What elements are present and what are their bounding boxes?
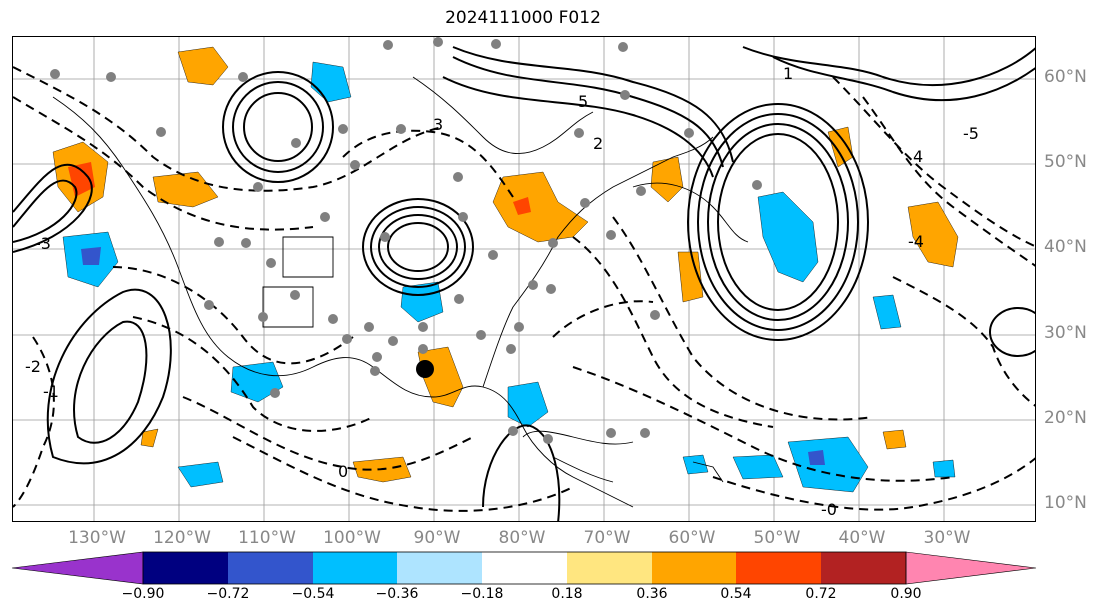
colorbar-segment bbox=[821, 552, 906, 584]
lat-label: 30°N bbox=[1044, 323, 1087, 343]
station-markers bbox=[50, 37, 762, 444]
lat-label: 50°N bbox=[1044, 152, 1087, 172]
lon-label: 90°W bbox=[413, 528, 461, 548]
lon-label: 60°W bbox=[668, 528, 716, 548]
colorbar-extend-high bbox=[905, 551, 1037, 585]
colorbar-segment bbox=[143, 552, 228, 584]
lon-label: 80°W bbox=[498, 528, 546, 548]
lon-label: 70°W bbox=[583, 528, 631, 548]
colorbar-tick: 0.90 bbox=[890, 586, 922, 602]
colorbar-extend-low bbox=[11, 551, 144, 585]
colorbar-segment bbox=[652, 552, 736, 584]
colorbar-tick: 0.18 bbox=[551, 586, 583, 602]
contour-label: 1 bbox=[783, 64, 793, 83]
map-canvas: 5 4 3 2 1 0 -0 -1 -2 -3 -4 -5 bbox=[13, 37, 1035, 521]
colorbar-tick: −0.54 bbox=[291, 586, 335, 602]
colorbar-segment bbox=[482, 552, 567, 584]
contour-label: 4 bbox=[913, 147, 923, 166]
contour-label: 5 bbox=[578, 92, 588, 111]
contour-label: 2 bbox=[593, 134, 603, 153]
contour-label: 3 bbox=[433, 115, 443, 134]
lon-label: 100°W bbox=[323, 528, 381, 548]
colorbar-segment bbox=[397, 552, 482, 584]
colorbar-tick: −0.18 bbox=[460, 586, 504, 602]
contour-label: -0 bbox=[821, 500, 837, 519]
colorbar-tick: −0.90 bbox=[121, 586, 165, 602]
contour-label: -1 bbox=[43, 382, 59, 401]
lon-label: 130°W bbox=[68, 528, 126, 548]
colorbar-tick: 0.36 bbox=[636, 586, 668, 602]
colorbar-segment bbox=[567, 552, 652, 584]
figure-title: 2024111000 F012 bbox=[445, 8, 601, 28]
colorbar-tick: 0.54 bbox=[720, 586, 752, 602]
lon-label: 30°W bbox=[923, 528, 971, 548]
coastlines bbox=[52, 76, 749, 508]
lon-label: 40°W bbox=[838, 528, 886, 548]
colorbar bbox=[11, 551, 1037, 585]
map-panel: 5 4 3 2 1 0 -0 -1 -2 -3 -4 -5 bbox=[12, 36, 1036, 522]
graticule bbox=[13, 37, 1035, 521]
contour-label: 0 bbox=[338, 462, 348, 481]
shaded-fields bbox=[52, 46, 959, 493]
dashed-contours bbox=[13, 66, 1035, 512]
contour-label: -5 bbox=[963, 124, 979, 143]
storm-center-marker bbox=[416, 360, 434, 378]
lon-label: 110°W bbox=[238, 528, 296, 548]
colorbar-segment bbox=[736, 552, 821, 584]
contour-label: -4 bbox=[908, 232, 924, 251]
colorbar-tick: −0.72 bbox=[206, 586, 250, 602]
colorbar-segment bbox=[228, 552, 313, 584]
lat-label: 10°N bbox=[1044, 493, 1087, 513]
lat-label: 40°N bbox=[1044, 237, 1087, 257]
colorbar-tick: 0.72 bbox=[805, 586, 837, 602]
colorbar-segment bbox=[313, 552, 397, 584]
lon-label: 50°W bbox=[753, 528, 801, 548]
lon-label: 120°W bbox=[153, 528, 211, 548]
lat-label: 60°N bbox=[1044, 67, 1087, 87]
contour-value-labels: 5 4 3 2 1 0 -0 -1 -2 -3 -4 -5 bbox=[25, 64, 979, 519]
lat-label: 20°N bbox=[1044, 408, 1087, 428]
contour-label: -2 bbox=[25, 357, 41, 376]
colorbar-tick: −0.36 bbox=[375, 586, 419, 602]
contour-label: -3 bbox=[35, 234, 51, 253]
solid-contours bbox=[13, 46, 1035, 521]
